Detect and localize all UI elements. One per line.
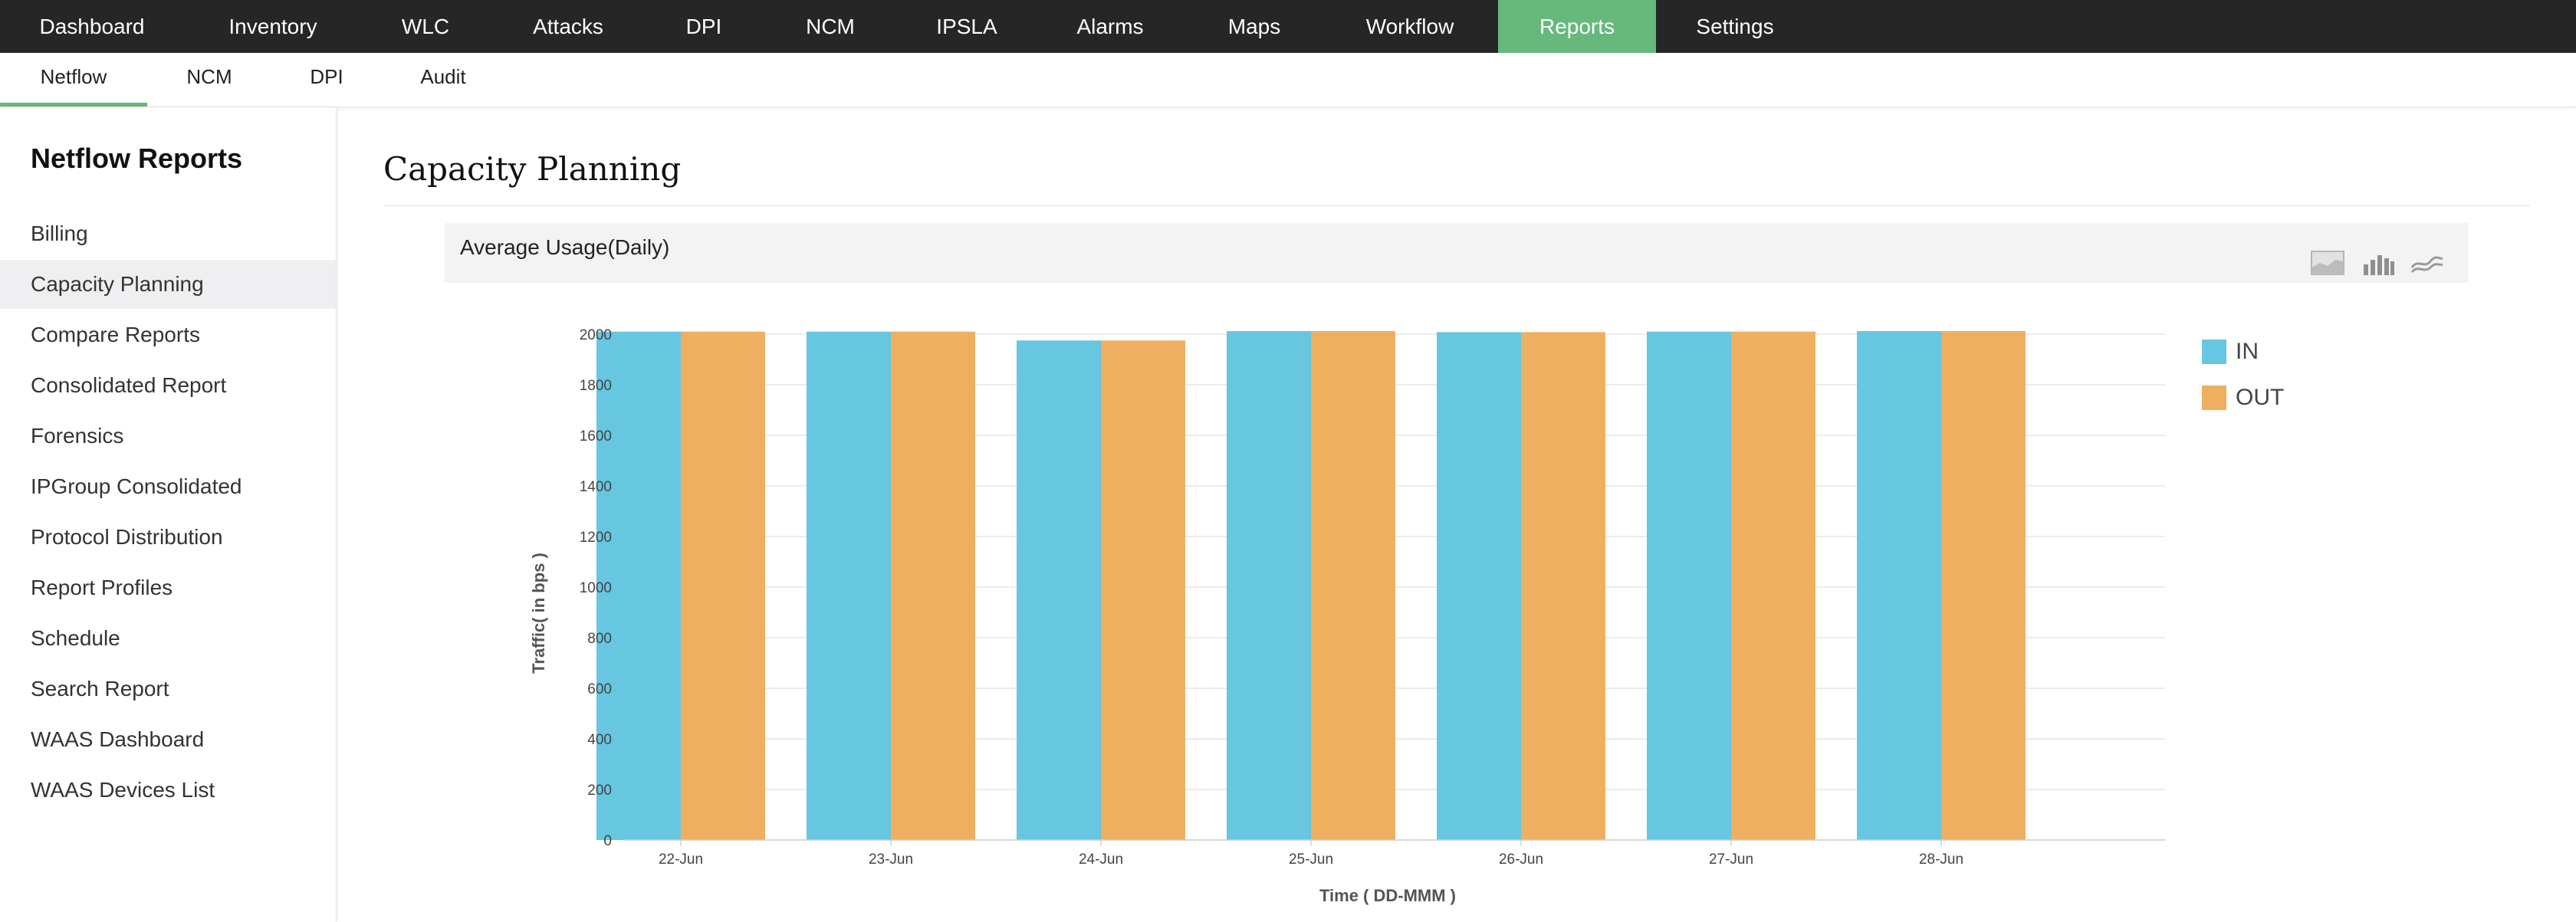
sidebar-item-waas-devices-list[interactable]: WAAS Devices List <box>31 778 215 802</box>
sidebar-item-schedule[interactable]: Schedule <box>31 626 120 650</box>
sidebar-title: Netflow Reports <box>31 143 243 174</box>
bar-out[interactable] <box>1521 332 1605 840</box>
bar-in[interactable] <box>1647 331 1731 840</box>
legend-label-out: OUT <box>2236 385 2285 410</box>
bar-in[interactable] <box>1437 332 1521 840</box>
legend-swatch-in <box>2202 340 2226 364</box>
x-tick-label: 23-Jun <box>869 851 913 868</box>
sidebar-item-forensics[interactable]: Forensics <box>31 424 124 448</box>
y-tick-label: 1800 <box>580 378 612 394</box>
chart-axes: 0 200 400 600 800 1000 1200 1400 1600 1800 2000 22-… <box>580 327 2165 868</box>
top-nav-alarms[interactable]: Alarms <box>1076 15 1144 38</box>
bar-chart: 0 200 400 600 800 1000 1200 1400 1600 1800 2000 22-… <box>529 327 2165 905</box>
sidebar-item-protocol-distribution[interactable]: Protocol Distribution <box>31 525 223 549</box>
sidebar-item-compare-reports[interactable]: Compare Reports <box>31 323 200 346</box>
top-nav: Dashboard Inventory WLC Attacks DPI NCM … <box>0 0 2576 53</box>
top-nav-maps[interactable]: Maps <box>1227 15 1281 38</box>
bar-in[interactable] <box>596 331 681 840</box>
sidebar-item-waas-dashboard[interactable]: WAAS Dashboard <box>31 727 205 751</box>
page-title: Capacity Planning <box>383 150 682 188</box>
y-tick-label: 1600 <box>580 428 612 445</box>
top-nav-settings[interactable]: Settings <box>1696 15 1774 38</box>
y-tick-label: 600 <box>587 681 612 697</box>
bar-in[interactable] <box>807 331 891 840</box>
top-nav-attacks[interactable]: Attacks <box>533 15 603 38</box>
sub-nav-netflow[interactable]: Netflow <box>0 53 147 107</box>
bar-out[interactable] <box>681 331 765 840</box>
x-tick-label: 22-Jun <box>659 851 703 868</box>
x-axis-label: Time ( DD-MMM ) <box>1319 886 1456 905</box>
top-nav-ncm[interactable]: NCM <box>806 15 855 38</box>
x-tick-label: 25-Jun <box>1289 851 1333 868</box>
legend-label-in: IN <box>2236 339 2259 364</box>
sidebar-item-consolidated-report[interactable]: Consolidated Report <box>31 373 227 397</box>
y-tick-label: 1200 <box>580 530 612 546</box>
chart-bars <box>596 331 2026 840</box>
bar-out[interactable] <box>1101 340 1185 840</box>
top-nav-ipsla[interactable]: IPSLA <box>936 15 997 38</box>
sub-nav-dpi[interactable]: DPI <box>310 65 343 88</box>
bar-in[interactable] <box>1857 331 1941 840</box>
top-nav-inventory[interactable]: Inventory <box>228 15 317 38</box>
sidebar-item-report-profiles[interactable]: Report Profiles <box>31 576 173 599</box>
top-nav-dpi[interactable]: DPI <box>685 15 722 38</box>
chart-panel-title: Average Usage(Daily) <box>460 235 670 259</box>
top-nav-workflow[interactable]: Workflow <box>1365 15 1454 38</box>
legend-item-in[interactable]: IN <box>2202 336 2259 367</box>
y-axis-label: Traffic( in bps ) <box>529 553 548 674</box>
y-tick-label: 200 <box>587 783 612 799</box>
sidebar-item-ipgroup-consolidated[interactable]: IPGroup Consolidated <box>31 474 242 498</box>
sub-nav: Netflow NCM DPI Audit <box>0 53 2576 107</box>
bar-out[interactable] <box>1731 331 1815 840</box>
sub-nav-ncm[interactable]: NCM <box>186 65 232 88</box>
y-tick-label: 1000 <box>580 580 612 596</box>
line-chart-icon[interactable] <box>2410 251 2444 275</box>
y-tick-label: 0 <box>603 833 612 849</box>
y-tick-label: 400 <box>587 732 612 748</box>
top-nav-reports[interactable]: Reports <box>1498 0 1656 53</box>
sidebar: Netflow Reports Billing Capacity Plannin… <box>0 107 337 922</box>
x-tick-label: 28-Jun <box>1919 851 1963 868</box>
legend-swatch-out <box>2202 386 2226 410</box>
bar-in[interactable] <box>1227 331 1311 840</box>
bar-chart-icon[interactable] <box>2361 251 2395 275</box>
top-nav-dashboard[interactable]: Dashboard <box>39 15 145 38</box>
sidebar-item-capacity-planning[interactable]: Capacity Planning <box>0 260 336 309</box>
bar-out[interactable] <box>1941 331 2026 840</box>
y-tick-label: 1400 <box>580 479 612 495</box>
y-tick-label: 2000 <box>580 327 612 343</box>
y-tick-label: 800 <box>587 631 612 647</box>
top-nav-wlc[interactable]: WLC <box>401 15 450 38</box>
area-chart-icon[interactable] <box>2311 251 2344 275</box>
bar-in[interactable] <box>1017 340 1101 840</box>
bar-out[interactable] <box>1311 331 1395 840</box>
sub-nav-audit[interactable]: Audit <box>420 65 466 88</box>
chart-panel-header: Average Usage(Daily) <box>445 223 2469 283</box>
sidebar-item-search-report[interactable]: Search Report <box>31 677 169 701</box>
x-tick-label: 24-Jun <box>1079 851 1123 868</box>
legend-item-out[interactable]: OUT <box>2202 382 2284 413</box>
x-tick-label: 26-Jun <box>1499 851 1543 868</box>
bar-out[interactable] <box>891 331 975 840</box>
sidebar-item-billing[interactable]: Billing <box>31 221 88 245</box>
title-divider <box>383 205 2530 206</box>
x-tick-label: 27-Jun <box>1709 851 1753 868</box>
